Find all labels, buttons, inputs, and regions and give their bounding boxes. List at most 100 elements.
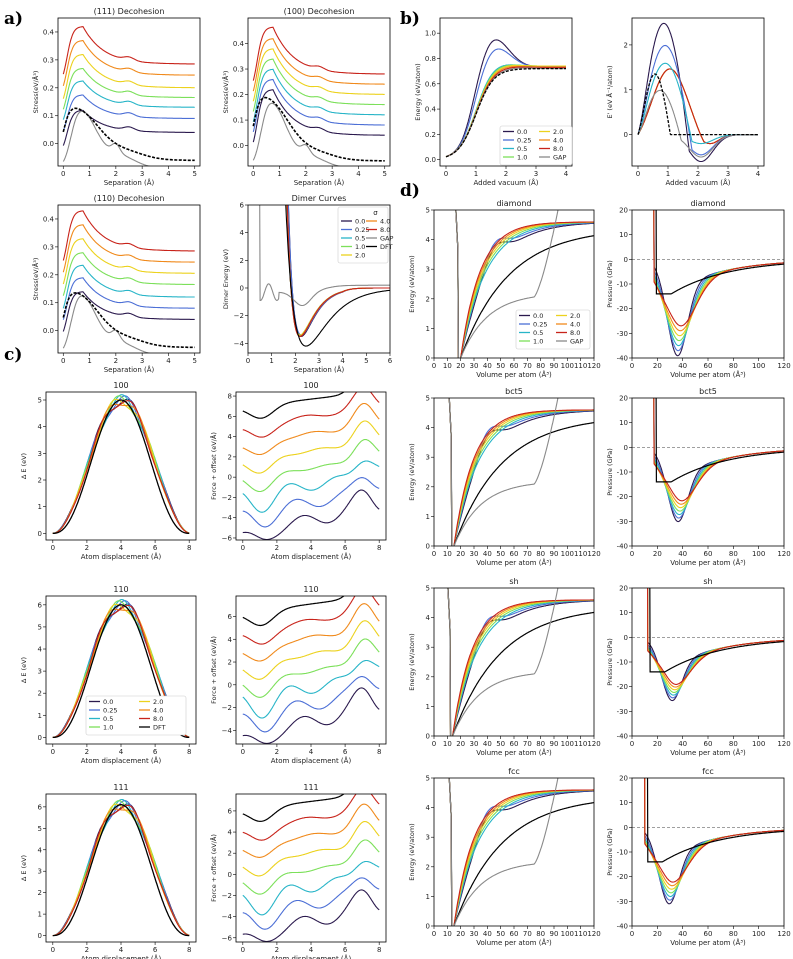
- x-tick-label: 8: [377, 544, 381, 552]
- series-line-2.0: [635, 679, 785, 889]
- y-tick-label: 0.1: [233, 117, 244, 125]
- chart-title: sh: [703, 577, 712, 586]
- chart-title: 100: [303, 381, 318, 390]
- series-line-DFT: [63, 293, 194, 347]
- y-tick-label: 3: [38, 450, 42, 458]
- series-line-4.0: [635, 679, 785, 885]
- y-tick-label: 4: [426, 804, 431, 812]
- series-line-GAP: [63, 296, 194, 356]
- y-tick-label: -30: [617, 708, 628, 716]
- x-axis-label: Atom displacement (Å): [81, 954, 162, 959]
- series-line-GAP: [253, 103, 384, 168]
- y-tick-label: 6: [228, 613, 233, 621]
- x-tick-label: 60: [704, 740, 713, 748]
- y-axis-label: Pressure (GPa): [606, 448, 614, 496]
- x-tick-label: 110: [574, 930, 587, 938]
- chart-dispF110: 0 2 4 6 8−4−20246110Atom displacement (Å)For…: [209, 572, 386, 765]
- y-tick-label: −4: [222, 727, 233, 735]
- y-tick-label: 3: [38, 868, 42, 876]
- chart-eosE_sh: 0 10 20 30 40 50 60 70 80 90 100 110 120012345shVolu…: [408, 440, 601, 757]
- x-tick-label: 40: [678, 550, 687, 558]
- y-tick-label: 5: [38, 825, 42, 833]
- x-tick-label: 60: [510, 550, 519, 558]
- y-tick-label: 1: [38, 712, 42, 720]
- y-tick-label: 0.1: [43, 112, 54, 120]
- y-tick-label: 0: [426, 923, 430, 931]
- y-tick-label: 8: [228, 393, 232, 401]
- y-tick-label: -20: [617, 873, 628, 881]
- x-tick-label: 0: [51, 748, 55, 756]
- chart-dispE100: 0 2 4 6 8 0 1 2 3 4 5 100 Atom displacement (Å) Δ E (…: [20, 381, 196, 561]
- x-tick-label: 0: [51, 946, 55, 954]
- x-tick-label: 50: [496, 930, 505, 938]
- y-tick-label: 0.3: [43, 243, 54, 251]
- legend-label: 8.0: [570, 329, 580, 337]
- x-tick-label: 4: [166, 357, 171, 365]
- plot-area: [243, 772, 379, 942]
- x-axis-label: Added vacuum (Å): [666, 178, 731, 187]
- series-line-1.0: [243, 440, 379, 492]
- series-line-GAP: [638, 90, 758, 157]
- series-line-DFT: [53, 805, 189, 936]
- x-tick-label: 0: [61, 170, 65, 178]
- x-tick-label: 1: [269, 357, 273, 365]
- plot-area: [437, 440, 594, 752]
- y-tick-label: 10: [619, 799, 628, 807]
- chart-dec100: 0 1 2 3 4 50.00.10.20.30.4(100) DecohesionSep…: [221, 7, 390, 187]
- x-tick-label: 4: [119, 946, 124, 954]
- plot-area: [638, 23, 758, 161]
- x-tick-label: 120: [777, 930, 790, 938]
- y-tick-label: -40: [617, 733, 628, 741]
- series-line-DFT: [63, 108, 194, 160]
- y-axis-label: Force + offset (eV/Å): [209, 834, 218, 902]
- series-line-8.0: [63, 27, 194, 75]
- x-tick-label: 40: [483, 550, 492, 558]
- x-tick-label: 4: [340, 357, 345, 365]
- x-tick-label: 2: [696, 170, 700, 178]
- series-line-0.25: [635, 111, 785, 350]
- y-tick-label: 0: [426, 733, 430, 741]
- x-tick-label: 60: [704, 362, 713, 370]
- series-line-2.0: [243, 621, 379, 680]
- x-tick-label: 20: [456, 930, 465, 938]
- legend-label: 8.0: [553, 145, 563, 153]
- x-axis-label: Volume per atom (Å³): [476, 370, 552, 379]
- y-axis-label: Energy (eV/atom): [408, 443, 416, 500]
- x-tick-label: 8: [377, 748, 381, 756]
- y-tick-label: 2: [426, 295, 430, 303]
- series-line-1.0: [638, 69, 758, 144]
- y-tick-label: −4: [234, 340, 245, 348]
- x-tick-label: 90: [550, 550, 559, 558]
- x-tick-label: 50: [496, 362, 505, 370]
- y-axis-label: Force + offset (eV/Å): [209, 636, 218, 704]
- x-tick-label: 0: [636, 170, 640, 178]
- series-line-1.0: [635, 111, 785, 340]
- y-tick-label: 10: [619, 609, 628, 617]
- y-tick-label: 0: [624, 444, 628, 452]
- x-tick-label: 3: [140, 170, 144, 178]
- x-tick-label: 120: [777, 740, 790, 748]
- legend-label: 1.0: [517, 154, 527, 162]
- x-tick-label: 5: [193, 357, 197, 365]
- y-tick-label: 6: [228, 807, 233, 815]
- y-tick-label: 3: [426, 644, 430, 652]
- x-tick-label: 0: [444, 170, 448, 178]
- y-tick-label: 5: [38, 397, 42, 405]
- chart-title: 110: [113, 585, 128, 594]
- y-axis-label: Δ E (eV): [20, 855, 28, 881]
- x-axis-label: Atom displacement (Å): [271, 552, 352, 561]
- x-axis-label: Volume per atom (Å³): [476, 938, 552, 947]
- series-line-0.5: [437, 440, 594, 748]
- series-line-8.0: [635, 679, 785, 882]
- y-tick-label: 0.0: [425, 156, 436, 164]
- x-tick-label: 40: [678, 930, 687, 938]
- y-tick-label: 4: [228, 433, 233, 441]
- y-axis-label: Pressure (GPa): [606, 828, 614, 876]
- series-line-0.25: [243, 478, 379, 527]
- legend-label: 0.5: [533, 329, 543, 337]
- x-tick-label: 20: [653, 362, 662, 370]
- x-tick-label: 40: [678, 362, 687, 370]
- x-axis-label: Added vacuum (Å): [474, 178, 539, 187]
